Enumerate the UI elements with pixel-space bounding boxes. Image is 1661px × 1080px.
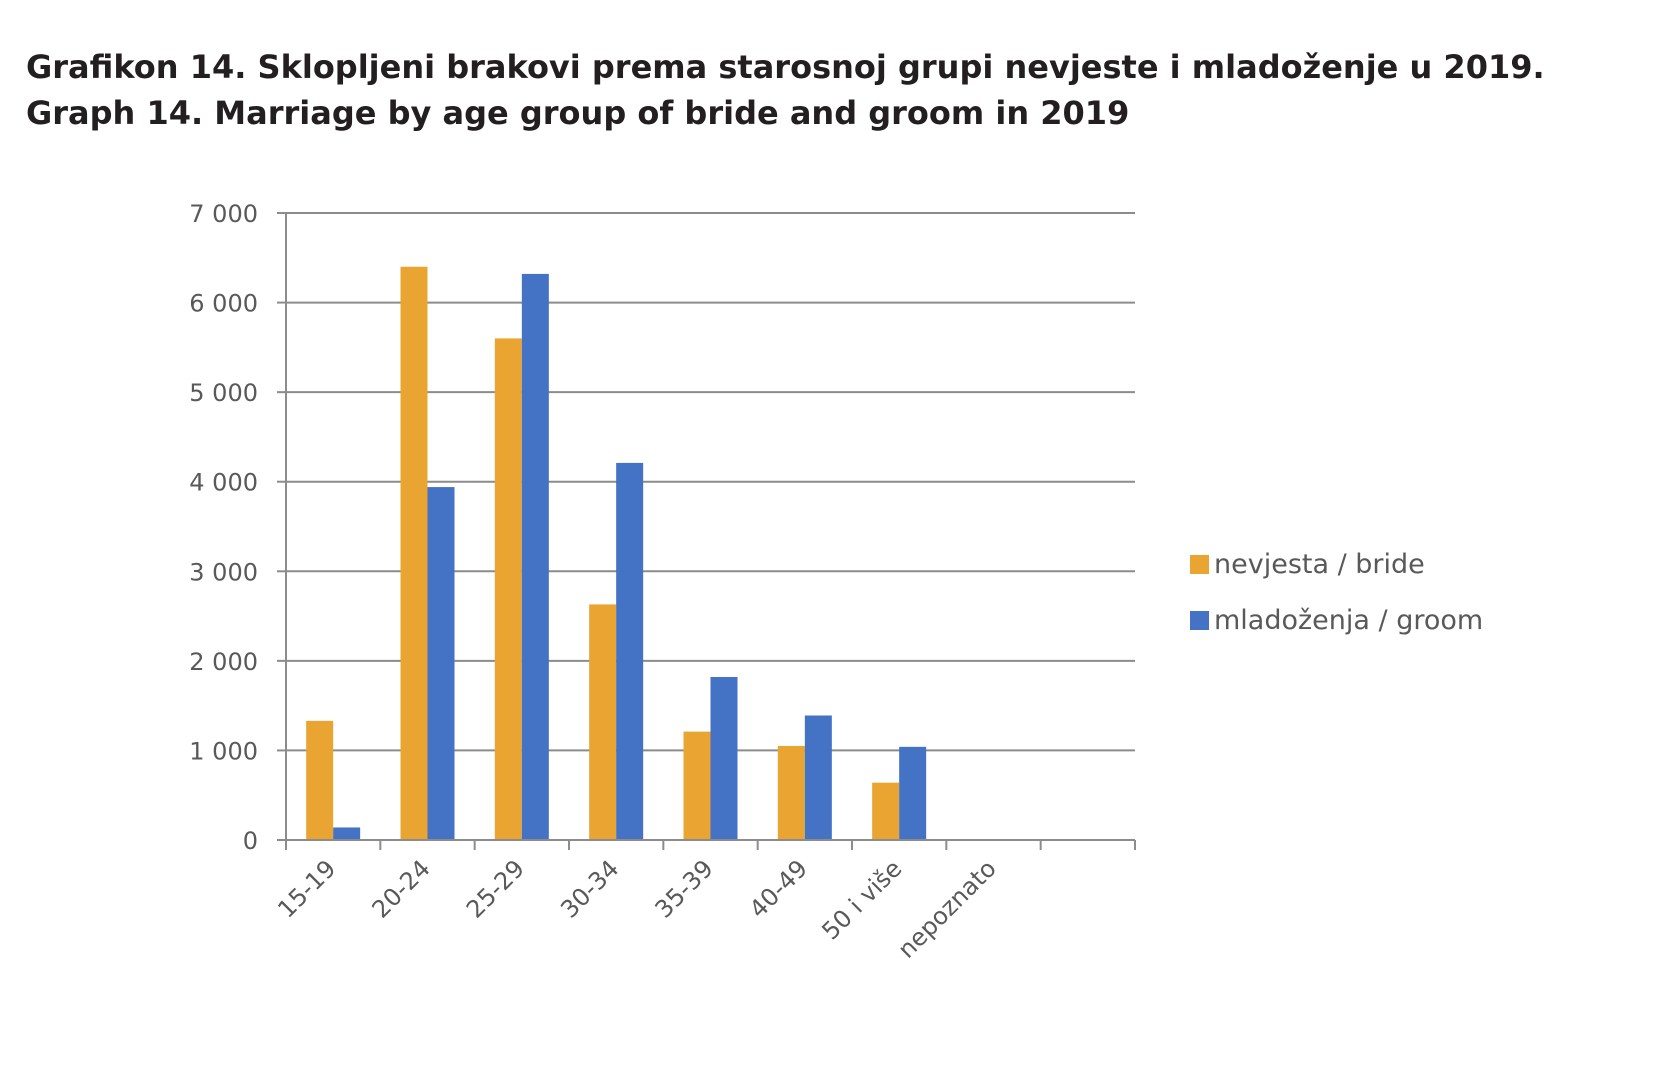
bar-bride [872,782,900,840]
y-tick-label: 6 000 [189,290,258,318]
y-tick-label: 3 000 [189,558,258,586]
y-tick-label: 4 000 [189,469,258,497]
x-tick-labels: 15-19 20-24 25-29 30-34 35-39 40-49 50 i višen… [272,854,1001,963]
bar-groom [521,273,549,840]
bar-bride [777,745,805,840]
bars [306,266,994,840]
bar-bride [683,731,711,840]
bar-groom [899,746,927,840]
legend-swatch [1190,611,1209,630]
chart-title-block: Grafikon 14. Sklopljeni brakovi prema st… [26,44,1545,136]
x-tick-label: 15-19 [272,854,341,923]
bar-groom [333,827,361,840]
y-tick-label: 7 000 [189,200,258,228]
y-tick-label: 1 000 [189,737,258,765]
x-tick-label: 50 i više [816,854,907,945]
axes [285,213,1136,850]
x-tick-label: 40-49 [744,854,813,923]
x-tick-label: 20-24 [367,854,436,923]
bar-groom [804,715,832,840]
chart-title-english: Graph 14. Marriage by age group of bride… [26,94,1130,132]
y-tick-labels: 0 1 000 2 000 3 000 4 000 5 000 6 000 7 000 [189,200,258,855]
legend-swatch [1190,555,1209,574]
legend-label: nevjesta / bride [1214,549,1425,580]
bar-groom [710,676,738,840]
bar-bride [400,266,428,840]
y-tick-label: 0 [243,827,258,855]
legend-label: mladoženja / groom [1214,605,1483,636]
x-tick-label: nepoznato [892,854,1001,963]
bar-bride [494,338,522,840]
bar-groom [427,487,455,840]
x-tick-label: 30-34 [555,854,624,923]
chart-title-local: Grafikon 14. Sklopljeni brakovi prema st… [26,48,1545,86]
y-tick-label: 2 000 [189,648,258,676]
bar-bride [306,720,334,840]
y-tick-label: 5 000 [189,379,258,407]
bar-bride [589,604,617,840]
x-tick-label: 25-29 [461,854,530,923]
x-tick-label: 35-39 [650,854,719,923]
legend: nevjesta / bride mladoženja / groom [1190,549,1483,636]
bar-groom [616,462,644,840]
